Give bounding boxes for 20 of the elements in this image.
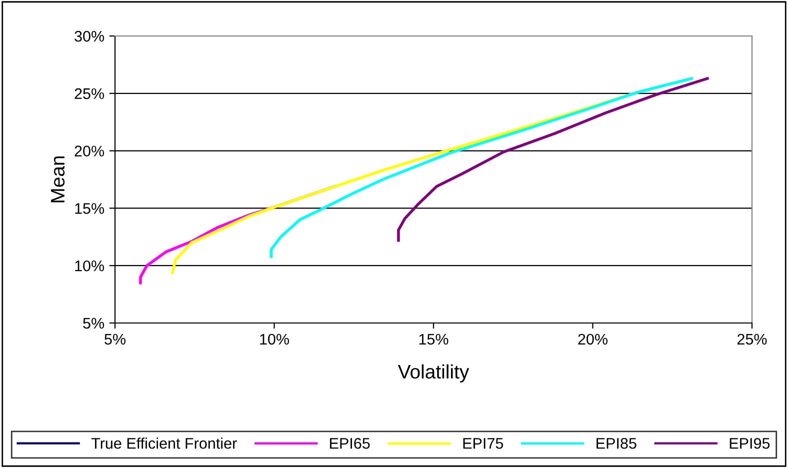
y-tick-label: 25% bbox=[74, 88, 104, 100]
y-axis-title: Mean bbox=[51, 156, 65, 202]
x-tick-label: 5% bbox=[104, 334, 126, 345]
legend-label: EPI65 bbox=[330, 438, 370, 449]
x-tick-label: 25% bbox=[737, 334, 767, 345]
y-tick-label: 10% bbox=[75, 260, 104, 272]
y-tick-label: 30% bbox=[74, 30, 104, 42]
legend-label: EPI95 bbox=[730, 438, 770, 449]
line-series bbox=[270, 77, 693, 258]
y-tick-label: 15% bbox=[75, 203, 104, 214]
y-tick-label: 5% bbox=[83, 318, 104, 329]
legend-label: EPI85 bbox=[596, 438, 636, 449]
x-axis-title: Volatility bbox=[398, 364, 470, 382]
x-tick-label: 10% bbox=[260, 334, 289, 345]
y-tick-label: 20% bbox=[74, 146, 104, 156]
legend-label: EPI75 bbox=[463, 438, 504, 449]
legend-label: True Efficient Frontier bbox=[91, 438, 237, 449]
x-tick-label: 20% bbox=[578, 334, 608, 345]
line-series bbox=[397, 77, 709, 242]
x-tick-label: 15% bbox=[419, 334, 448, 345]
